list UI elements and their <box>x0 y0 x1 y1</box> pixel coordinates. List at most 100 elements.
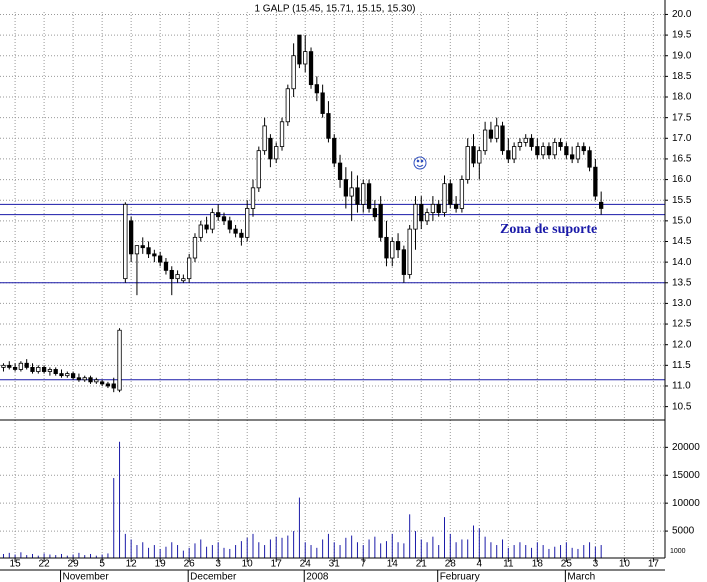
candle-body <box>413 203 418 230</box>
candle-body <box>361 183 366 205</box>
candle-body <box>587 150 592 168</box>
candle-body <box>279 121 285 147</box>
candle-body <box>146 247 151 255</box>
candle-body <box>442 183 447 213</box>
candle-body <box>12 366 18 370</box>
candle-body <box>53 369 58 374</box>
candle-body <box>210 212 215 230</box>
candle-body <box>111 383 116 389</box>
candle-body <box>163 261 169 271</box>
candle-body <box>488 129 494 139</box>
smiley <box>413 156 427 170</box>
candle-body <box>599 201 604 209</box>
candle-body <box>558 142 563 147</box>
y-tick-label: 12.5 <box>672 319 692 330</box>
candle-body <box>314 84 319 94</box>
y-tick-label: 19.5 <box>672 30 692 41</box>
candle-body <box>41 366 47 372</box>
y-tick-label: 11.0 <box>672 381 691 392</box>
candle-body <box>285 88 290 123</box>
candle-body <box>18 362 24 370</box>
y-tick-label: 13.5 <box>672 277 692 288</box>
y-tick-label: 16.5 <box>672 154 692 165</box>
candle-body <box>30 366 35 372</box>
candle-body <box>453 203 459 209</box>
y2-tick-label: 15000 <box>672 470 700 481</box>
candle-body <box>308 51 314 86</box>
y-tick-label: 18.5 <box>672 71 692 82</box>
x-tick-label: 3 <box>215 559 221 570</box>
y-tick-label: 16.0 <box>672 174 692 185</box>
candle-body <box>291 55 296 90</box>
candle-body <box>511 146 517 160</box>
y-tick-label: 14.0 <box>672 257 692 268</box>
x-tick-label: 26 <box>184 559 196 570</box>
x-tick-label: 31 <box>329 559 341 570</box>
candle-body <box>332 137 337 164</box>
candle-body <box>482 129 488 152</box>
candle-body <box>169 269 174 280</box>
candle-body <box>134 245 140 255</box>
candle-body <box>250 187 256 209</box>
candle-body <box>262 125 267 152</box>
y-tick-label: 12.0 <box>672 339 692 350</box>
x-tick-label: 21 <box>416 559 428 570</box>
candle-body <box>575 146 581 160</box>
candle-body <box>401 249 407 275</box>
candle-body <box>517 142 523 147</box>
x-tick-label: 28 <box>445 559 457 570</box>
month-label: 2008 <box>306 572 329 582</box>
y-tick-label: 20.0 <box>672 9 692 20</box>
candle-body <box>129 220 134 255</box>
candle-body <box>593 166 598 197</box>
candle-body <box>216 212 221 218</box>
candle-body <box>552 142 557 156</box>
y-tick-label: 17.5 <box>672 112 692 123</box>
chart-title: 1 GALP (15.45, 15.71, 15.15, 15.30) <box>254 4 415 15</box>
candle-body <box>140 245 145 249</box>
x-tick-label: 29 <box>68 559 80 570</box>
candle-body <box>76 377 82 381</box>
candle-body <box>419 203 424 222</box>
candle-body <box>424 212 430 222</box>
x-tick-label: 15 <box>10 559 22 570</box>
candle-body <box>471 146 476 164</box>
candle-body <box>448 183 453 205</box>
y-tick-label: 17.0 <box>672 133 692 144</box>
candle-body <box>378 203 383 238</box>
candle-body <box>366 183 372 209</box>
y-tick-label: 18.0 <box>672 92 692 103</box>
candle-body <box>70 373 76 379</box>
candle-body <box>581 146 586 152</box>
x-tick-label: 5 <box>99 559 105 570</box>
candle-body <box>436 203 441 213</box>
candle-body <box>303 51 308 65</box>
y-tick-label: 14.5 <box>672 236 692 247</box>
candle-body <box>175 274 180 280</box>
candle-body <box>297 34 302 65</box>
candle-body <box>117 329 122 391</box>
candle-body <box>59 373 64 377</box>
x-tick-label: 22 <box>39 559 51 570</box>
candle-body <box>326 113 331 139</box>
candle-body <box>152 253 157 257</box>
candle-body <box>395 241 401 251</box>
candle-body <box>65 373 70 377</box>
candle-body <box>477 150 482 164</box>
candle-body <box>390 241 395 259</box>
month-label: November <box>63 572 110 582</box>
x-tick-label: 4 <box>477 559 483 570</box>
candle-body <box>384 236 389 259</box>
candle-body <box>123 203 128 280</box>
x-tick-label: 12 <box>126 559 138 570</box>
candle-body <box>320 92 325 114</box>
x-tick-label: 24 <box>300 559 312 570</box>
candle-body <box>1 364 6 368</box>
x-tick-label: 11 <box>503 559 514 570</box>
candle-body <box>181 278 186 282</box>
candle-body <box>88 377 93 383</box>
candle-body <box>99 381 105 385</box>
candle-body <box>36 366 41 372</box>
candle-body <box>24 362 29 368</box>
